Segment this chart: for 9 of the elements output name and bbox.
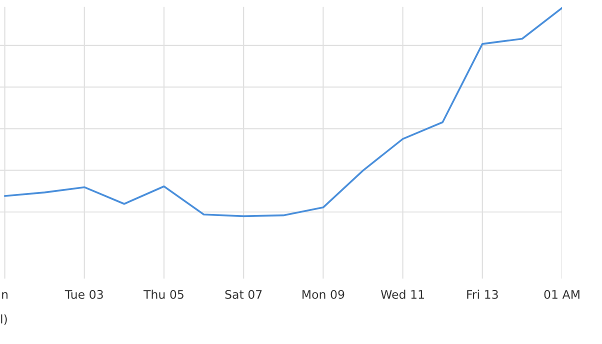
- x-tick-label: Mon 09: [302, 290, 344, 299]
- x-tick-label: Tue 03: [64, 290, 103, 299]
- x-tick-label: Fri 13: [467, 290, 498, 299]
- x-tick-label: n: [2, 292, 8, 299]
- x-tick-label: Wed 11: [380, 290, 424, 299]
- x-tick-label: 01 AM: [544, 290, 580, 299]
- x-tick-label: Sat 07: [225, 290, 262, 299]
- x-tick-label: Thu 05: [143, 290, 184, 299]
- text: l): [1, 314, 7, 325]
